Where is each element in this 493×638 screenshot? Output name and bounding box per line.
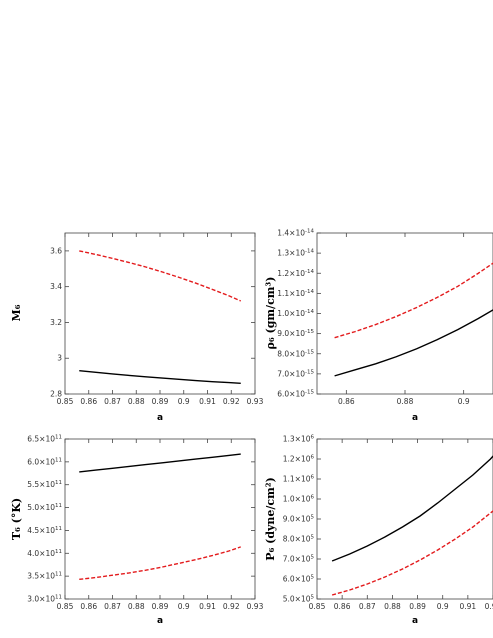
x-tick-label: 0.93 [247,397,264,406]
plot-frame [64,232,256,395]
y-tick-label: 4.5×1011 [27,526,62,535]
y-tick-label: 1.2×106 [283,455,315,464]
y-tick-label: 6.0×10-15 [277,390,314,399]
y-tick-label: 1.0×106 [283,495,315,504]
y-axis-label: P₆ (dyne/cm²) [264,477,277,561]
chart-panel-3: 0.85 0.86 0.87 0.88 0.89 0.9 0.91 0.92 0.93 3.0×1… [10,435,264,627]
series-line-2 [331,510,493,596]
y-tick-label: 6.5×1011 [27,435,62,444]
x-tick-label: 0.88 [384,602,401,611]
y-tick-label: 1.1×106 [283,475,315,484]
y-tick-label: 1.3×10-14 [277,249,314,258]
x-tick-label: 0.89 [152,397,169,406]
x-tick-label: 0.85 [309,602,326,611]
x-axis-label: a [157,616,163,626]
x-tick-label: 0.91 [199,397,216,406]
y-tick-label: 1.4×10-14 [277,229,314,238]
series-line-2 [334,262,493,339]
x-tick-label: 0.88 [128,602,145,611]
x-tick-label: 0.86 [334,602,351,611]
x-tick-label: 0.9 [458,397,470,406]
y-axis-label: T₆ (°K) [10,498,23,540]
series-line-1 [79,453,241,473]
x-tick-label: 0.86 [80,602,97,611]
y-tick-label: 3.4 [50,282,62,291]
y-tick-label: 4.0×1011 [27,549,62,558]
y-axis-label: ρ₆ (gm/cm³) [264,277,277,350]
x-tick-label: 0.86 [338,397,355,406]
x-tick-label: 0.85 [57,602,74,611]
x-tick-label: 0.89 [152,602,169,611]
y-tick-label: 3 [57,354,62,363]
series-line-1 [79,370,241,384]
plot-frame [316,438,493,600]
y-tick-label: 8.0×10-15 [277,349,314,358]
x-tick-label: 0.92 [223,397,240,406]
series-line-2 [79,250,242,302]
y-tick-label: 3.5×1011 [27,572,62,581]
x-tick-label: 0.87 [359,602,376,611]
y-tick-label: 7.0×10-15 [277,369,314,378]
x-tick-label: 0.9 [437,602,449,611]
y-tick-label: 8.0×105 [283,535,315,544]
y-tick-label: 9.0×10-15 [277,329,314,338]
x-tick-label: 0.92 [485,602,493,611]
x-tick-label: 0.91 [199,602,216,611]
x-tick-label: 0.87 [104,602,121,611]
y-tick-label: 1.2×10-14 [277,269,314,278]
y-tick-label: 2.8 [50,390,62,399]
y-tick-label: 6.0×1011 [27,457,62,466]
chart-panel-2: 0.86 0.88 0.9 6.0×10-15 7.0×10-15 8.0×10-15 9.… [264,229,493,423]
x-tick-label: 0.93 [247,602,264,611]
y-tick-label: 3.2 [50,318,62,327]
x-tick-label: 0.88 [128,397,145,406]
y-tick-label: 5.0×105 [283,595,315,604]
series-line-2 [79,546,241,581]
y-tick-label: 5.5×1011 [27,480,62,489]
x-tick-label: 0.88 [397,397,414,406]
x-axis-label: a [412,616,418,626]
x-tick-label: 0.86 [80,397,97,406]
x-tick-label: 0.87 [104,397,121,406]
y-axis-label: M₆ [10,304,23,321]
x-tick-label: 0.85 [57,397,74,406]
y-tick-label: 1.3×106 [283,435,315,444]
plot-frame [316,232,493,395]
y-tick-label: 5.0×1011 [27,503,62,512]
y-tick-label: 1.1×10-14 [277,289,314,298]
x-tick-label: 0.9 [178,397,190,406]
series-line-1 [334,309,493,377]
x-tick-label: 0.92 [223,602,240,611]
y-tick-label: 3.6 [50,246,62,255]
y-tick-label: 9.0×105 [283,515,315,524]
y-tick-label: 6.0×105 [283,575,315,584]
x-tick-label: 0.89 [409,602,426,611]
x-tick-label: 0.9 [178,602,190,611]
y-tick-label: 7.0×105 [283,555,315,564]
series-line-1 [331,455,493,562]
x-axis-label: a [412,413,418,423]
chart-panel-4: 0.85 0.86 0.87 0.88 0.89 0.9 0.91 0.92 5.0×105 6.… [264,435,493,626]
chart-panel-1: 0.85 0.86 0.87 0.88 0.89 0.9 0.91 0.92 0.93 2.8 3 3… [10,232,264,423]
x-tick-label: 0.91 [460,602,477,611]
y-tick-label: 1.0×10-14 [277,309,314,318]
x-axis-label: a [157,413,163,423]
y-tick-label: 3.0×1011 [27,595,62,604]
